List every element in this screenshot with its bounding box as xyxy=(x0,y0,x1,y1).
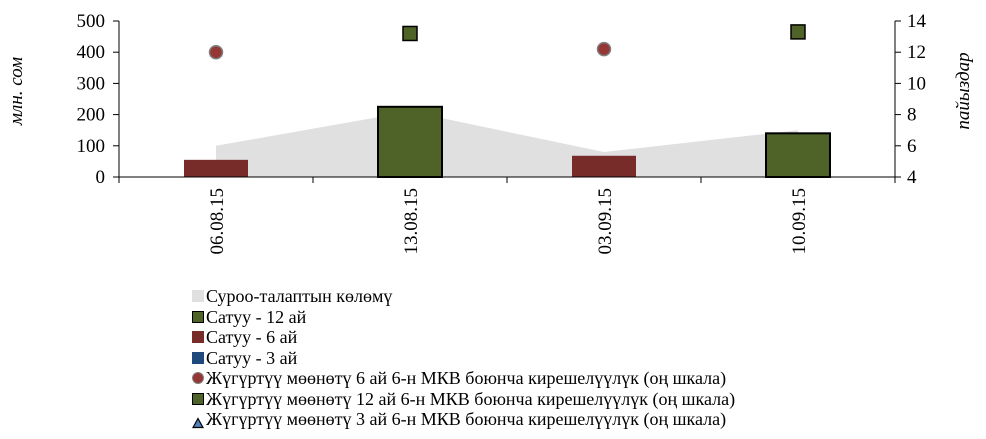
triangle-marker-icon xyxy=(191,413,205,429)
axis-layer: 0 100 200 300 400 500 4 6 8 10 12 14 06.08.15 13.08.1… xyxy=(77,11,927,255)
legend-item-yield6: Жүгүртүү мөөнөтү 6 ай 6-н МКВ боюнча кир… xyxy=(192,368,735,389)
right-tick-label: 4 xyxy=(907,167,917,188)
point-yield12-3 xyxy=(790,24,806,40)
legend-item-sale3: Сатуу - 3 ай xyxy=(192,348,735,369)
left-tick-label: 100 xyxy=(77,136,106,157)
right-tick-label: 6 xyxy=(907,136,917,157)
bar-sale6-2 xyxy=(572,155,636,177)
right-tick-label: 14 xyxy=(907,11,927,32)
left-tick-label: 400 xyxy=(77,42,106,63)
left-tick-label: 300 xyxy=(77,73,106,94)
legend: Суроо-талаптын көлөмү Сатуу - 12 ай Сату… xyxy=(191,286,735,430)
legend-item-yield3: Жүгүртүү мөөнөтү 3 ай 6-н МКВ боюнча кир… xyxy=(191,409,735,430)
circle-marker-icon xyxy=(192,372,204,385)
left-tick-label: 500 xyxy=(77,11,106,32)
left-axis-title: млн. сом xyxy=(6,57,27,126)
x-tick-label: 13.08.15 xyxy=(401,188,422,255)
point-yield6-0 xyxy=(208,44,224,60)
legend-item-yield12: Жүгүртүү мөөнөтү 12 ай 6-н МКВ боюнча ки… xyxy=(192,389,735,410)
left-tick-label: 0 xyxy=(96,167,106,188)
right-axis-title: пайыздар xyxy=(953,52,974,129)
legend-label-yield6: Жүгүртүү мөөнөтү 6 ай 6-н МКВ боюнча кир… xyxy=(206,368,727,388)
bar-sale12-3 xyxy=(765,132,831,179)
area-demand xyxy=(216,111,798,177)
bar-layer xyxy=(184,105,831,179)
x-tick-label: 03.09.15 xyxy=(595,188,616,255)
legend-label-demand: Суроо-талаптын көлөмү xyxy=(206,286,393,306)
square-marker-icon xyxy=(192,392,204,405)
bar-sale6-0 xyxy=(184,159,248,177)
legend-label-sale6: Сатуу - 6 ай xyxy=(206,327,298,347)
chart: 0 100 200 300 400 500 4 6 8 10 12 14 06.08.15 13.08.1… xyxy=(6,11,974,255)
legend-item-sale6: Сатуу - 6 ай xyxy=(192,327,735,348)
legend-item-sale12: Сатуу - 12 ай xyxy=(192,307,735,328)
marker-layer xyxy=(208,24,806,60)
bar-sale12-1 xyxy=(377,105,443,178)
point-yield12-1 xyxy=(402,25,418,42)
legend-label-yield12: Жүгүртүү мөөнөтү 12 ай 6-н МКВ боюнча ки… xyxy=(206,388,736,409)
bar-swatch-icon xyxy=(192,310,204,323)
bar-swatch-icon xyxy=(192,351,204,364)
x-tick-label: 10.09.15 xyxy=(789,188,810,255)
legend-label-sale3: Сатуу - 3 ай xyxy=(206,347,298,368)
right-tick-label: 12 xyxy=(907,42,926,63)
area-swatch-icon xyxy=(192,290,204,303)
left-tick-label: 200 xyxy=(77,105,106,126)
legend-label-sale12: Сатуу - 12 ай xyxy=(206,306,307,327)
legend-item-demand: Суроо-талаптын көлөмү xyxy=(192,286,735,307)
point-yield6-2 xyxy=(596,41,612,57)
x-tick-label: 06.08.15 xyxy=(207,188,228,255)
area-layer xyxy=(216,111,798,177)
legend-label-yield3: Жүгүртүү мөөнөтү 3 ай 6-н МКВ боюнча кир… xyxy=(206,409,727,429)
bar-swatch-icon xyxy=(192,331,204,344)
right-tick-label: 10 xyxy=(907,73,926,94)
right-tick-label: 8 xyxy=(907,105,917,126)
